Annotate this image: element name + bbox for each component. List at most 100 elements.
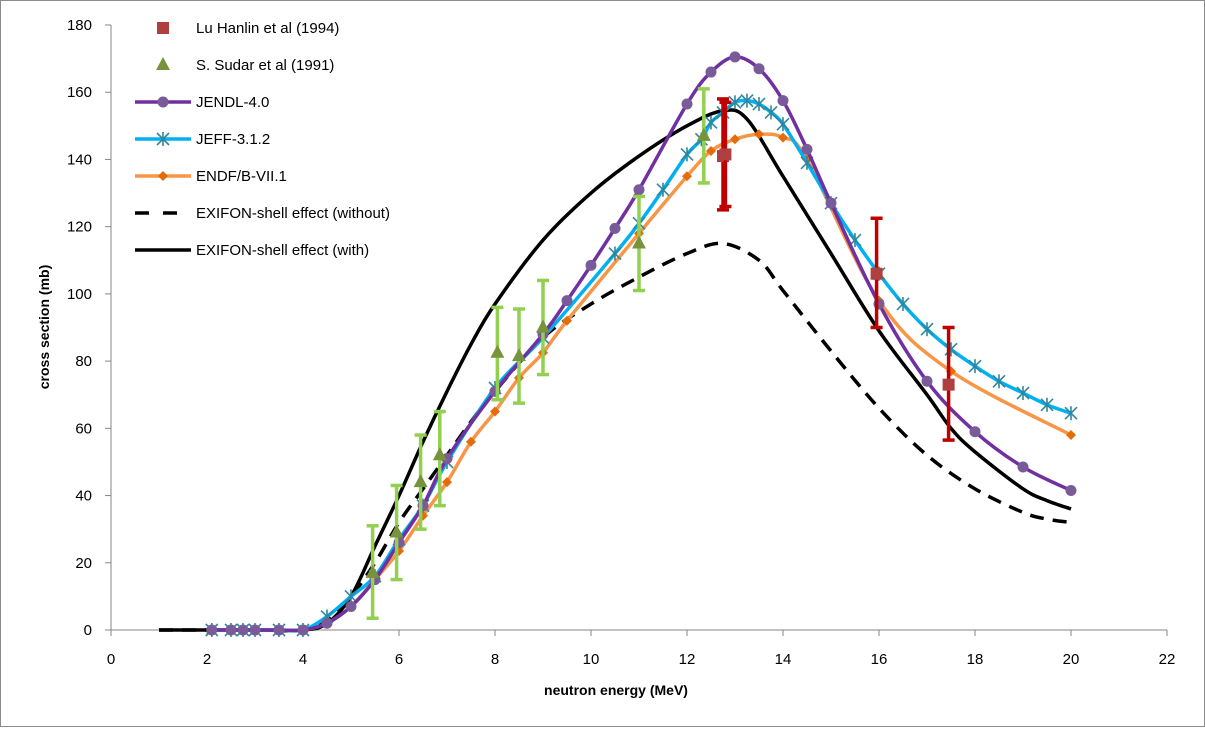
data-point [706, 146, 716, 157]
data-point [896, 296, 910, 311]
legend-marker [157, 96, 169, 108]
series-jeff-3-1-2 [205, 93, 1078, 637]
data-point [778, 132, 788, 143]
legend-label: JENDL-4.0 [196, 94, 269, 111]
data-point [801, 143, 813, 155]
series-s-sudar-et-al-1991 [365, 87, 711, 620]
x-tick-label: 4 [299, 651, 307, 668]
y-tick-label: 20 [75, 555, 92, 572]
data-point [632, 235, 646, 249]
data-point [740, 93, 754, 108]
x-tick-label: 2 [203, 651, 211, 668]
legend-item: EXIFON-shell effect (without) [135, 205, 390, 222]
data-point [608, 246, 622, 261]
data-point [321, 617, 333, 629]
data-point [1016, 386, 1030, 401]
y-tick-label: 40 [75, 488, 92, 505]
data-point [1065, 485, 1077, 497]
data-point [1064, 406, 1078, 421]
data-point [776, 117, 790, 132]
x-tick-label: 10 [583, 651, 600, 668]
legend-marker [157, 22, 169, 34]
data-point [1066, 430, 1076, 441]
data-point [969, 426, 981, 438]
data-point [754, 129, 764, 140]
axes: 0 20 40 60 80 100 120 140 160 180 0 2 4 6 8 10 12 14 16 18 2… [67, 17, 1175, 668]
legend-item: JEFF-3.1.2 [135, 131, 270, 148]
legend-label: ENDF/B-VII.1 [196, 168, 287, 185]
data-point [825, 197, 837, 209]
x-tick-label: 14 [775, 651, 792, 668]
data-point [490, 406, 500, 417]
y-tick-label: 60 [75, 420, 92, 437]
data-point [921, 375, 933, 387]
y-tick-label: 80 [75, 353, 92, 370]
data-point [413, 474, 428, 488]
series-lu-hanlin-et-al-1994 [717, 97, 955, 442]
legend-item: EXIFON-shell effect (with) [135, 242, 369, 259]
data-point [633, 184, 645, 196]
data-point [680, 147, 694, 162]
series-layer [159, 51, 1078, 637]
x-tick-label: 20 [1063, 651, 1080, 668]
data-point [490, 344, 505, 358]
data-point [389, 524, 404, 538]
data-point [273, 624, 285, 636]
data-point [297, 624, 309, 636]
data-point [561, 295, 573, 307]
series-line [159, 108, 1072, 633]
data-point [942, 378, 955, 391]
data-point [753, 63, 765, 75]
data-point [870, 267, 883, 280]
data-point [752, 96, 766, 111]
legend-marker [156, 132, 170, 146]
data-point [777, 95, 789, 107]
data-point [512, 348, 526, 362]
data-point [1040, 397, 1054, 412]
data-point [682, 171, 692, 182]
x-tick-label: 8 [491, 651, 499, 668]
legend-item: JENDL-4.0 [135, 94, 269, 111]
legend-item: ENDF/B-VII.1 [135, 168, 287, 185]
y-tick-label: 0 [84, 622, 92, 639]
x-axis-title: neutron energy (MeV) [544, 682, 688, 698]
data-point [609, 222, 621, 234]
legend-label: S. Sudar et al (1991) [196, 57, 334, 74]
data-point [432, 447, 447, 461]
data-point [225, 624, 237, 636]
data-point [466, 436, 476, 447]
data-point [764, 105, 778, 120]
legend-item: S. Sudar et al (1991) [156, 57, 334, 74]
data-point [730, 134, 740, 145]
data-point [705, 66, 717, 78]
legend-marker [156, 57, 170, 70]
legend-label: JEFF-3.1.2 [196, 131, 270, 148]
y-tick-label: 140 [67, 151, 92, 168]
data-point [1017, 461, 1029, 473]
series-exifon-shell-effect-with [159, 108, 1072, 633]
x-tick-label: 6 [395, 651, 403, 668]
data-point [729, 51, 741, 63]
x-tick-label: 0 [107, 651, 115, 668]
data-point [968, 359, 982, 374]
data-point [562, 315, 572, 326]
series-exifon-shell-effect-without [159, 241, 1072, 633]
data-point [944, 342, 958, 357]
data-point [656, 182, 670, 197]
series-line [159, 241, 1072, 633]
x-tick-label: 22 [1159, 651, 1176, 668]
data-point [704, 115, 718, 130]
data-point [992, 374, 1006, 389]
x-tick-label: 18 [967, 651, 984, 668]
legend-item: Lu Hanlin et al (1994) [157, 20, 339, 37]
legend: Lu Hanlin et al (1994) S. Sudar et al (19… [135, 20, 390, 259]
data-point [365, 564, 380, 578]
legend-marker [158, 171, 168, 181]
data-point [442, 477, 452, 488]
data-point [206, 624, 218, 636]
data-point [696, 127, 711, 141]
data-point [585, 259, 597, 271]
y-tick-label: 180 [67, 17, 92, 34]
